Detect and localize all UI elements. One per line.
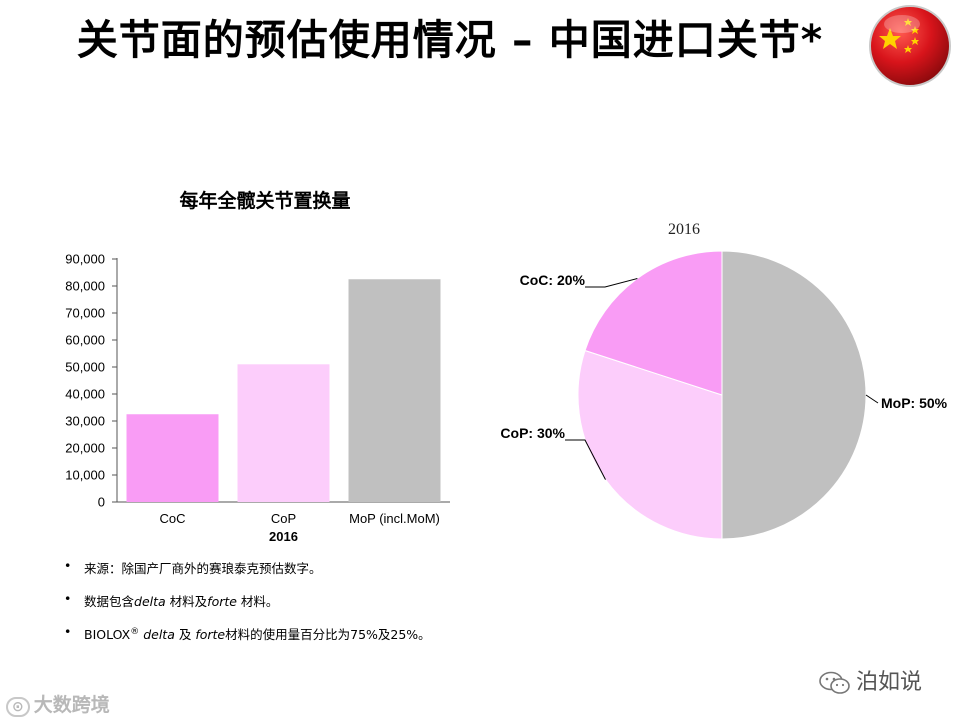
footnote-source: • 来源：除国产厂商外的赛琅泰克预估数字。 <box>64 558 624 577</box>
bar <box>126 414 219 502</box>
footnote-text: 材料及 <box>165 594 208 609</box>
bar-chart-title: 每年全髋关节置换量 <box>179 190 351 212</box>
watermark-account: 泊如说 <box>818 664 922 696</box>
pie-slice <box>584 250 723 396</box>
footnote-italic: delta <box>134 594 166 609</box>
x-tick-label: CoP <box>271 511 296 526</box>
watermark-brand: ⊙ 大数跨境 <box>6 690 110 717</box>
pie-slice <box>577 349 723 540</box>
watermark-logo-icon: ⊙ <box>6 697 30 717</box>
footnote-italic: forte <box>195 627 226 642</box>
x-axis-label: 2016 <box>269 529 298 544</box>
bullet: • <box>64 624 72 639</box>
watermark-brand-name: 大数跨境 <box>33 694 110 716</box>
wechat-icon <box>819 671 850 694</box>
bar <box>348 279 441 502</box>
y-tick-label: 40,000 <box>65 387 105 402</box>
y-tick-label: 10,000 <box>65 468 105 483</box>
watermark-account-name: 泊如说 <box>856 670 923 695</box>
x-tick-label: CoC <box>159 511 185 526</box>
y-tick-label: 20,000 <box>65 441 105 456</box>
y-tick-label: 60,000 <box>65 333 105 348</box>
bar <box>237 364 330 502</box>
pie-chart: 2016 MoP: 50% CoP: 30% CoC: 20% <box>500 221 948 540</box>
footnote-text: BIOLOX <box>84 627 131 642</box>
footnote-text: 数据包含 <box>84 594 135 609</box>
pie-title: 2016 <box>668 221 700 238</box>
footnote-text: 材料。 <box>236 594 279 609</box>
footnote-materials: • 数据包含delta 材料及forte 材料。 <box>64 591 624 610</box>
pie-leader-line <box>585 278 638 288</box>
bullet: • <box>64 558 72 573</box>
pie-label: MoP: 50% <box>881 395 948 411</box>
x-tick-label: MoP (incl.MoM) <box>349 511 440 526</box>
bullet: • <box>64 591 72 606</box>
y-tick-label: 30,000 <box>65 414 105 429</box>
y-tick-label: 50,000 <box>65 360 105 375</box>
y-tick-label: 0 <box>98 495 105 510</box>
footnotes: • 来源：除国产厂商外的赛琅泰克预估数字。 • 数据包含delta 材料及for… <box>64 558 624 657</box>
footnote-italic: delta <box>139 627 175 642</box>
footnote-ratio: • BIOLOX® delta 及 forte材料的使用量百分比为75%及25%… <box>64 624 624 643</box>
pie-slice <box>721 250 867 540</box>
pie-leader-line <box>565 439 606 480</box>
pie-label: CoC: 20% <box>520 272 586 288</box>
slide-title: 关节面的预估使用情况 – 中国进口关节* <box>76 16 824 64</box>
y-tick-label: 90,000 <box>65 252 105 267</box>
registered-mark: ® <box>130 626 140 637</box>
china-flag-icon <box>869 5 951 87</box>
footnote-text: 及 <box>174 627 196 642</box>
footnote-text: 材料的使用量百分比为75%及25%。 <box>225 627 431 642</box>
footnote-italic: forte <box>207 594 237 609</box>
y-tick-label: 80,000 <box>65 279 105 294</box>
pie-label: CoP: 30% <box>500 425 565 441</box>
footnote-text: 来源：除国产厂商外的赛琅泰克预估数字。 <box>84 561 322 576</box>
pie-leader-line <box>865 394 879 404</box>
bar-chart: 0 10,000 20,000 30,000 40,000 50,000 60,000 70,… <box>65 252 450 544</box>
y-tick-label: 70,000 <box>65 306 105 321</box>
